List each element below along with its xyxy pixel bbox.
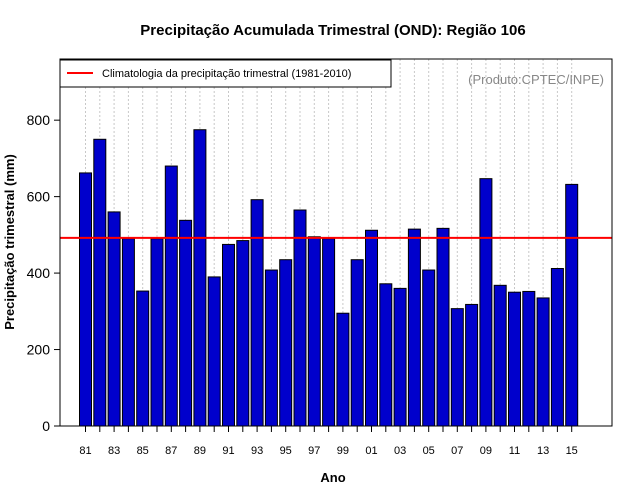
x-tick-label: 81 bbox=[79, 445, 91, 457]
bar-15 bbox=[565, 183, 579, 427]
bar-81 bbox=[79, 172, 92, 427]
bar-12 bbox=[522, 290, 536, 427]
x-tick-label: 85 bbox=[137, 445, 149, 457]
legend-label: Climatologia da precipitação trimestral … bbox=[102, 68, 351, 80]
bar-13 bbox=[536, 297, 550, 427]
bars-group bbox=[79, 129, 579, 427]
bar-92 bbox=[236, 240, 250, 427]
bar-88 bbox=[179, 219, 193, 427]
y-axis: 0 200 400 600 800 bbox=[27, 112, 60, 434]
x-tick-label: 93 bbox=[251, 445, 263, 457]
bar-02 bbox=[379, 283, 393, 427]
y-tick-label: 400 bbox=[27, 265, 51, 281]
bar-82 bbox=[93, 138, 107, 427]
y-tick-label: 600 bbox=[27, 189, 51, 205]
bar-07 bbox=[450, 308, 464, 427]
legend: Climatologia da precipitação trimestral … bbox=[59, 59, 392, 88]
x-tick-label: 87 bbox=[165, 445, 177, 457]
bar-84 bbox=[121, 238, 135, 427]
bar-06 bbox=[436, 227, 450, 427]
bar-89 bbox=[193, 129, 207, 427]
bar-01 bbox=[365, 229, 378, 427]
bar-98 bbox=[322, 238, 336, 427]
bar-87 bbox=[164, 165, 178, 427]
bar-03 bbox=[393, 287, 407, 427]
bar-09 bbox=[479, 178, 493, 427]
bar-05 bbox=[422, 269, 436, 427]
x-tick-label: 03 bbox=[394, 445, 406, 457]
x-tick-label: 15 bbox=[566, 445, 578, 457]
bar-95 bbox=[279, 259, 293, 427]
bar-93 bbox=[250, 199, 264, 427]
bar-85 bbox=[136, 290, 150, 427]
bar-11 bbox=[508, 291, 521, 427]
bar-10 bbox=[493, 284, 507, 427]
bar-04 bbox=[407, 228, 421, 427]
chart-title: Precipitação Acumulada Trimestral (OND):… bbox=[140, 22, 525, 39]
y-tick-label: 0 bbox=[42, 418, 50, 434]
bar-91 bbox=[222, 243, 235, 427]
x-tick-label: 99 bbox=[337, 445, 349, 457]
x-tick-label: 05 bbox=[423, 445, 435, 457]
x-tick-label: 01 bbox=[365, 445, 377, 457]
bar-08 bbox=[465, 303, 479, 427]
x-axis: 81 83 85 87 89 91 93 95 97 99 01 03 05 07 09 11 13 15 bbox=[79, 426, 578, 457]
bar-83 bbox=[107, 211, 121, 427]
bar-96 bbox=[293, 209, 307, 427]
x-tick-label: 95 bbox=[280, 445, 292, 457]
bar-94 bbox=[264, 269, 278, 427]
x-tick-label: 97 bbox=[308, 445, 320, 457]
bar-99 bbox=[336, 312, 350, 427]
y-tick-label: 800 bbox=[27, 112, 51, 128]
x-tick-label: 13 bbox=[537, 445, 549, 457]
x-tick-label: 11 bbox=[509, 445, 520, 457]
x-axis-label: Ano bbox=[320, 470, 345, 485]
bar-97 bbox=[307, 236, 321, 427]
x-tick-label: 91 bbox=[222, 445, 234, 457]
bar-90 bbox=[207, 276, 221, 427]
bar-00 bbox=[350, 259, 364, 427]
bar-86 bbox=[150, 238, 164, 427]
x-tick-label: 09 bbox=[480, 445, 492, 457]
y-axis-label: Precipitação trimestral (mm) bbox=[2, 154, 17, 330]
x-tick-label: 07 bbox=[451, 445, 463, 457]
x-tick-label: 83 bbox=[108, 445, 120, 457]
bar-14 bbox=[550, 267, 564, 427]
plot-frame bbox=[59, 58, 613, 427]
legend-box bbox=[59, 59, 392, 88]
y-tick-label: 200 bbox=[27, 342, 51, 358]
x-tick-label: 89 bbox=[194, 445, 206, 457]
credit-text: (Produto:CPTEC/INPE) bbox=[468, 72, 604, 87]
